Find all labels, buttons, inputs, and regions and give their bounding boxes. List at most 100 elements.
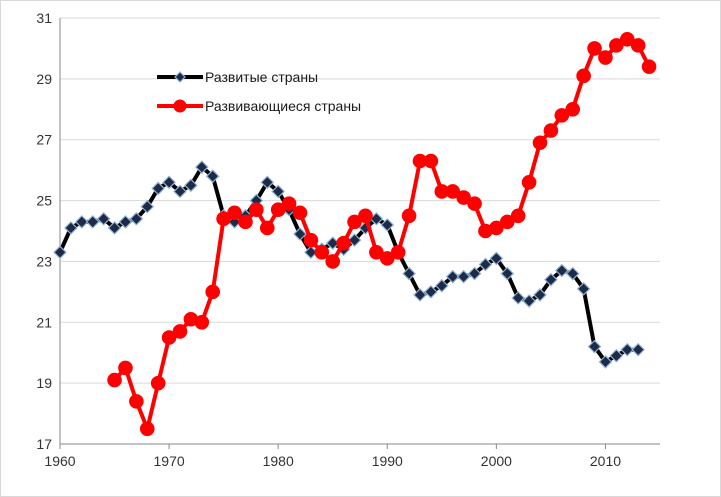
data-point — [358, 208, 373, 224]
data-point — [456, 190, 471, 205]
data-point — [150, 375, 166, 391]
data-point — [281, 196, 297, 211]
x-tick-label: 2010 — [590, 453, 621, 469]
data-point — [598, 50, 613, 65]
data-point — [162, 175, 176, 190]
y-tick-labels: 17 19 21 23 25 27 29 31 — [36, 10, 52, 452]
legend-marker-developing — [173, 99, 187, 113]
data-point — [609, 38, 624, 53]
data-point — [565, 101, 581, 117]
data-point — [74, 215, 89, 229]
data-point — [369, 245, 384, 260]
data-point — [347, 214, 362, 230]
data-point — [532, 135, 548, 151]
data-point — [314, 245, 330, 260]
data-point — [194, 314, 210, 330]
data-point — [489, 220, 504, 236]
data-point — [259, 220, 275, 236]
data-point — [423, 153, 439, 169]
x-tick-label: 2000 — [481, 453, 512, 469]
series-layer — [53, 32, 657, 437]
data-point — [227, 205, 242, 221]
data-point — [631, 342, 646, 357]
data-point — [554, 263, 569, 278]
y-tick-label: 23 — [36, 253, 52, 269]
data-point — [576, 281, 591, 296]
data-point — [390, 245, 406, 260]
data-point — [380, 218, 395, 232]
data-point — [630, 38, 646, 53]
data-point — [511, 291, 526, 305]
x-tick-label: 1990 — [372, 453, 403, 469]
data-point — [194, 160, 209, 174]
data-point — [500, 266, 515, 281]
data-point — [641, 59, 657, 74]
data-point — [139, 421, 155, 437]
data-point — [434, 278, 449, 293]
legend-item-developed: Развитые страны — [157, 69, 318, 85]
data-point — [64, 221, 78, 235]
data-point — [216, 211, 231, 227]
x-tick-label: 1970 — [154, 453, 185, 469]
data-point — [489, 251, 504, 266]
data-point — [544, 272, 558, 287]
legend-marker-developed — [174, 71, 186, 83]
x-tick-label: 1960 — [44, 453, 75, 469]
data-point — [587, 339, 602, 354]
series-line-0 — [58, 165, 639, 364]
y-tick-label: 31 — [36, 10, 52, 26]
data-point — [424, 285, 438, 299]
data-point — [260, 175, 275, 190]
data-point — [456, 269, 471, 284]
data-point — [565, 266, 580, 281]
data-point — [554, 108, 570, 123]
data-point — [271, 184, 286, 199]
y-tick-label: 17 — [36, 436, 52, 452]
data-point — [161, 330, 177, 345]
data-point — [151, 181, 166, 196]
data-point — [336, 235, 351, 251]
legend: Развитые страны Развивающиеся страны — [157, 69, 361, 114]
data-point — [347, 233, 362, 247]
data-point — [238, 214, 253, 230]
data-point — [478, 257, 493, 272]
series-0 — [53, 160, 646, 369]
data-point — [205, 169, 220, 184]
y-tick-label: 19 — [36, 375, 52, 391]
legend-item-developing: Развивающиеся страны — [157, 98, 361, 114]
data-point — [379, 251, 395, 266]
data-point — [184, 178, 198, 193]
data-point — [533, 288, 547, 302]
data-point — [129, 394, 144, 409]
data-point — [53, 245, 67, 260]
data-point — [293, 227, 307, 241]
data-point — [510, 208, 526, 224]
data-point — [96, 211, 111, 226]
legend-label-developing: Развивающиеся страны — [205, 98, 361, 114]
data-point — [467, 196, 482, 211]
x-tick-label: 1980 — [263, 453, 294, 469]
data-point — [249, 202, 264, 217]
data-point — [85, 215, 100, 229]
x-tick-labels: 1960 1970 1980 1990 2000 2010 — [44, 453, 621, 469]
data-point — [467, 266, 482, 281]
y-tick-label: 29 — [36, 71, 52, 87]
data-point — [402, 266, 416, 281]
data-point — [401, 208, 417, 224]
data-point — [521, 175, 537, 190]
data-point — [303, 232, 319, 248]
data-point — [270, 202, 286, 217]
data-point — [587, 41, 602, 56]
y-tick-label: 21 — [36, 314, 52, 330]
data-point — [107, 372, 122, 388]
data-point — [172, 324, 188, 339]
data-point — [543, 123, 559, 138]
data-point — [205, 284, 221, 300]
data-point — [576, 68, 591, 84]
data-point — [107, 221, 122, 235]
axes — [59, 18, 660, 449]
data-point — [173, 184, 187, 199]
data-point — [445, 184, 461, 199]
data-point — [413, 288, 427, 302]
